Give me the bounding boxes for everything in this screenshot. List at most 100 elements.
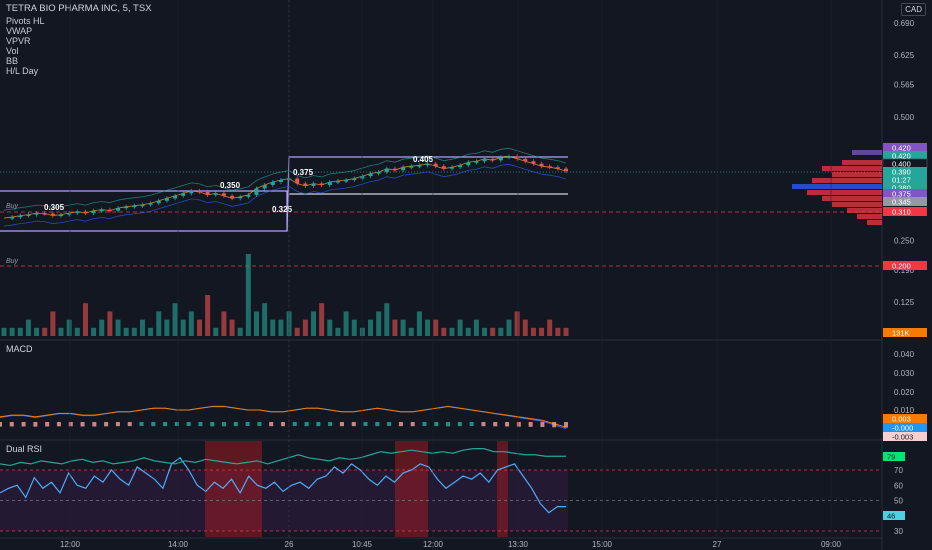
candle-body <box>368 173 373 177</box>
volume-bar <box>433 319 439 336</box>
candle-body <box>352 178 357 181</box>
time-tick-label: 26 <box>285 540 294 549</box>
volume-bar <box>311 311 317 336</box>
volume-bar <box>115 319 121 336</box>
volume-bar <box>9 327 15 336</box>
candle-body <box>197 190 202 193</box>
rsi-badge <box>883 511 905 520</box>
price-badge <box>883 143 927 152</box>
macd-histogram-bar <box>316 422 321 427</box>
pivot-label: 0.305 <box>44 203 65 212</box>
vpvr-bar <box>857 214 882 219</box>
volume-bar <box>139 319 145 336</box>
macd-histogram-bar <box>68 422 73 427</box>
candle-body <box>474 161 479 163</box>
rsi-overbought-zone <box>205 441 262 537</box>
candle-body <box>230 195 235 199</box>
volume-bar <box>237 327 243 336</box>
vpvr-bar <box>822 196 882 201</box>
volume-bar <box>547 319 553 336</box>
candle-body <box>221 193 226 196</box>
macd-badge <box>883 432 927 441</box>
macd-histogram-bar <box>33 422 38 427</box>
time-tick-label: 13:30 <box>508 540 529 549</box>
macd-badge <box>883 414 927 423</box>
volume-bar <box>66 319 72 336</box>
volume-bar <box>164 319 170 336</box>
candle-body <box>539 163 544 167</box>
volume-bar <box>213 327 219 336</box>
buy-signal-label: Buy <box>6 203 19 210</box>
macd-tick-label: 0.020 <box>894 388 915 397</box>
volume-bar <box>270 319 276 336</box>
macd-histogram-bar <box>9 422 14 427</box>
indicator-pivots[interactable]: Pivots HL <box>6 16 45 26</box>
candle-body <box>433 163 438 167</box>
indicator-vol[interactable]: Vol <box>6 46 19 56</box>
macd-histogram-bar <box>564 422 568 428</box>
bb-upper-band <box>3 147 567 211</box>
price-badge-label: 01:27 <box>892 176 911 185</box>
currency-badge[interactable]: CAD <box>901 3 926 16</box>
candle-body <box>506 156 511 158</box>
macd-histogram-bar <box>174 422 179 426</box>
volume-bar <box>294 327 300 336</box>
macd-histogram-bar <box>481 422 486 427</box>
candle-body <box>319 183 324 185</box>
macd-histogram-bar <box>505 422 510 427</box>
macd-histogram-bar <box>198 422 203 427</box>
candle-body <box>409 166 414 168</box>
candle-body <box>18 215 23 218</box>
candle-body <box>59 214 64 217</box>
price-badge <box>883 151 927 160</box>
rsi-pane-label[interactable]: Dual RSI <box>6 444 43 454</box>
price-tick-label: 0.625 <box>894 51 915 60</box>
macd-histogram-bar <box>104 422 109 427</box>
volume-bar <box>473 319 479 336</box>
macd-histogram-bar <box>469 422 474 426</box>
price-badge-label: 0.345 <box>892 198 911 207</box>
candle-body <box>547 166 552 168</box>
vwap-line <box>3 155 567 219</box>
time-tick-label: 09:00 <box>821 540 842 549</box>
volume-bar <box>539 327 545 336</box>
bb-lower-band <box>3 163 567 227</box>
candle-body <box>124 206 129 209</box>
chart-title: TETRA BIO PHARMA INC, 5, TSX <box>6 3 152 14</box>
indicator-vpvr[interactable]: VPVR <box>6 36 31 46</box>
time-tick-label: 12:00 <box>60 540 81 549</box>
price-badge <box>883 261 927 270</box>
macd-tick-label: 0.040 <box>894 350 915 359</box>
macd-histogram-bar <box>446 422 451 427</box>
volume-bar <box>449 327 455 336</box>
candle-body <box>327 182 332 185</box>
candle-body <box>91 210 96 214</box>
candle-body <box>458 165 463 168</box>
volume-bar <box>58 327 64 336</box>
indicator-vwap[interactable]: VWAP <box>6 26 33 36</box>
macd-pane-label[interactable]: MACD <box>6 344 33 354</box>
volume-bar <box>25 319 31 336</box>
volume-bar <box>91 327 97 336</box>
macd-histogram-bar <box>410 422 415 427</box>
volume-bar <box>335 327 341 336</box>
volume-bar <box>82 303 88 336</box>
volume-bar <box>514 311 520 336</box>
price-badge <box>883 183 927 192</box>
macd-histogram-bar <box>516 422 521 427</box>
macd-histogram-bar <box>375 422 380 427</box>
price-tick-label: 0.500 <box>894 113 915 122</box>
rsi-tick-label: 60 <box>894 481 903 490</box>
candle-body <box>140 204 145 207</box>
macd-histogram-bar <box>0 422 2 427</box>
indicator-bb[interactable]: BB <box>6 56 19 66</box>
rsi-overbought-zone <box>395 441 428 537</box>
candle-body <box>189 190 194 194</box>
indicator-hl-day[interactable]: H/L Day <box>6 66 39 76</box>
price-badge-label: 0.400 <box>892 160 911 169</box>
candle-body <box>335 181 340 183</box>
candle-body <box>213 193 218 195</box>
macd-histogram-bar <box>257 422 262 426</box>
candle-body <box>99 209 104 212</box>
